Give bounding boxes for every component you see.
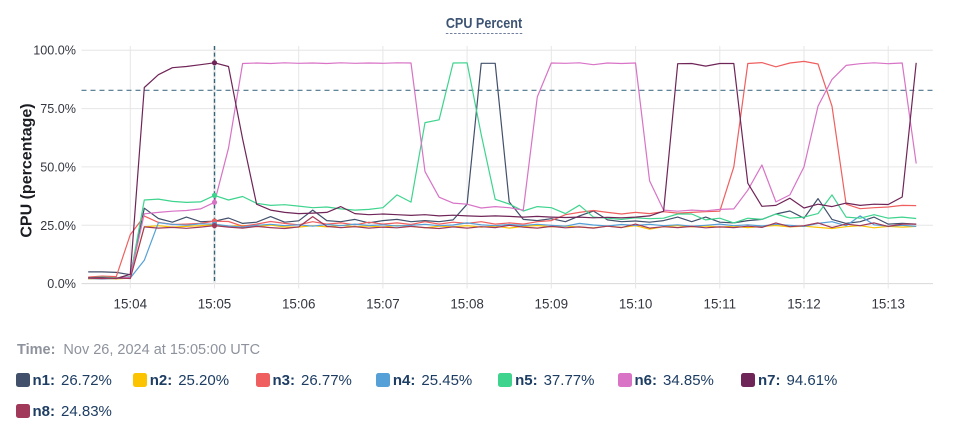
svg-text:75.0%: 75.0% — [40, 102, 76, 116]
svg-text:15:09: 15:09 — [535, 297, 569, 312]
svg-text:25.0%: 25.0% — [40, 219, 76, 233]
svg-text:15:12: 15:12 — [787, 297, 821, 312]
svg-text:15:07: 15:07 — [366, 297, 400, 312]
svg-text:100.0%: 100.0% — [33, 44, 76, 58]
svg-text:50.0%: 50.0% — [40, 160, 76, 174]
svg-text:15:04: 15:04 — [114, 297, 148, 312]
svg-text:15:06: 15:06 — [282, 297, 316, 312]
svg-text:15:13: 15:13 — [871, 297, 905, 312]
svg-text:15:11: 15:11 — [704, 297, 737, 312]
svg-text:0.0%: 0.0% — [47, 277, 76, 291]
svg-text:15:10: 15:10 — [619, 297, 653, 312]
svg-text:15:05: 15:05 — [198, 297, 232, 312]
svg-text:15:08: 15:08 — [450, 297, 484, 312]
